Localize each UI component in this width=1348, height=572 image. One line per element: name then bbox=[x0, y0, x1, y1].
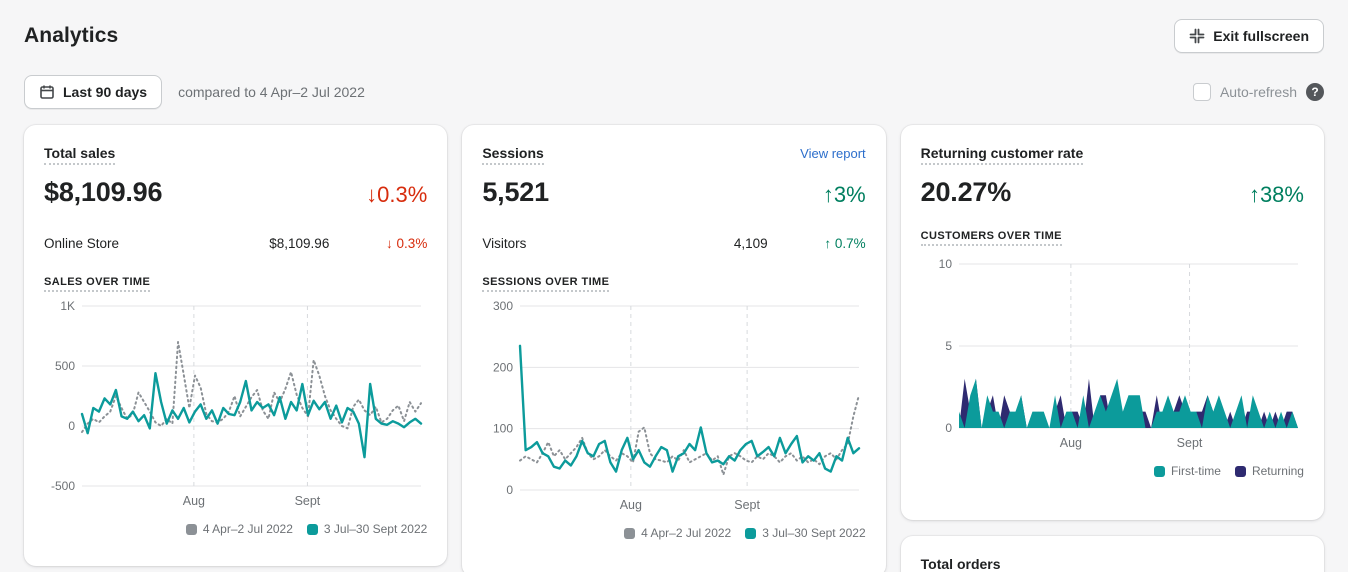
legend-swatch bbox=[745, 527, 757, 539]
channel-value: $8,109.96 bbox=[269, 236, 330, 251]
sessions-value: 5,521 bbox=[482, 177, 549, 207]
exit-fullscreen-label: Exit fullscreen bbox=[1213, 28, 1309, 44]
sales-over-time-chart: 1K 500 0 -500 Aug Sept bbox=[44, 298, 427, 510]
legend-swatch bbox=[185, 523, 197, 535]
arrow-up-icon: ↑ bbox=[1248, 182, 1260, 207]
sessions-title[interactable]: Sessions bbox=[482, 145, 544, 165]
legend-item: 4 Apr–2 Jul 2022 bbox=[185, 522, 293, 536]
channel-change: ↓ 0.3% bbox=[386, 236, 428, 251]
sales-chart-legend: 4 Apr–2 Jul 2022 3 Jul–30 Sept 2022 bbox=[44, 522, 427, 536]
metric-cards-row: Total sales $8,109.96 ↓0.3% Online Store… bbox=[0, 109, 1348, 572]
calendar-icon bbox=[39, 84, 55, 100]
total-sales-card: Total sales $8,109.96 ↓0.3% Online Store… bbox=[24, 125, 448, 566]
returning-customer-rate-card: Returning customer rate 20.27% ↑38% CUST… bbox=[900, 125, 1324, 520]
legend-swatch bbox=[306, 523, 318, 535]
svg-text:0: 0 bbox=[68, 419, 75, 433]
legend-swatch bbox=[1153, 465, 1165, 477]
customers-chart-legend: First-time Returning bbox=[921, 464, 1304, 478]
svg-text:1K: 1K bbox=[60, 299, 75, 313]
svg-text:Aug: Aug bbox=[183, 494, 205, 508]
svg-text:Aug: Aug bbox=[620, 498, 642, 512]
legend-swatch bbox=[1234, 465, 1246, 477]
total-orders-card: Total orders bbox=[900, 536, 1324, 572]
svg-text:Sept: Sept bbox=[735, 498, 761, 512]
help-icon[interactable]: ? bbox=[1306, 83, 1324, 101]
visitors-change: ↑ 0.7% bbox=[824, 236, 866, 251]
date-range-button[interactable]: Last 90 days bbox=[24, 75, 163, 109]
svg-text:Aug: Aug bbox=[1059, 436, 1081, 450]
date-range-label: Last 90 days bbox=[63, 84, 148, 100]
total-sales-value: $8,109.96 bbox=[44, 177, 163, 207]
visitors-value: 4,109 bbox=[733, 236, 768, 251]
total-orders-title[interactable]: Total orders bbox=[921, 556, 1001, 572]
svg-text:Sept: Sept bbox=[295, 494, 321, 508]
sessions-card: Sessions View report 5,521 ↑3% Visitors … bbox=[462, 125, 886, 572]
svg-text:-500: -500 bbox=[51, 479, 75, 493]
svg-text:0: 0 bbox=[945, 421, 952, 435]
exit-fullscreen-button[interactable]: Exit fullscreen bbox=[1174, 19, 1324, 53]
view-report-link[interactable]: View report bbox=[800, 146, 866, 161]
auto-refresh-label: Auto-refresh bbox=[1219, 84, 1297, 100]
sales-over-time-title[interactable]: SALES OVER TIME bbox=[44, 276, 151, 292]
arrow-down-icon: ↓ bbox=[386, 236, 393, 251]
auto-refresh-checkbox[interactable] bbox=[1192, 83, 1211, 101]
legend-item: Returning bbox=[1234, 464, 1304, 478]
sessions-chart-legend: 4 Apr–2 Jul 2022 3 Jul–30 Sept 2022 bbox=[482, 526, 866, 540]
returning-customer-rate-change: ↑38% bbox=[1248, 182, 1304, 207]
svg-text:0: 0 bbox=[507, 483, 514, 497]
page-header: Analytics Exit fullscreen bbox=[0, 0, 1348, 53]
customers-over-time-title[interactable]: CUSTOMERS OVER TIME bbox=[920, 230, 1062, 246]
page-title: Analytics bbox=[24, 24, 119, 47]
svg-text:100: 100 bbox=[493, 422, 513, 436]
arrow-down-icon: ↓ bbox=[366, 182, 378, 207]
compare-period-text: compared to 4 Apr–2 Jul 2022 bbox=[178, 84, 365, 100]
returning-customer-rate-value: 20.27% bbox=[920, 177, 1012, 207]
legend-item: 4 Apr–2 Jul 2022 bbox=[624, 526, 731, 540]
total-sales-title[interactable]: Total sales bbox=[44, 145, 116, 165]
channel-label: Online Store bbox=[44, 236, 120, 251]
svg-text:300: 300 bbox=[493, 299, 513, 313]
exit-fullscreen-icon bbox=[1189, 28, 1205, 44]
legend-item: First-time bbox=[1153, 464, 1221, 478]
svg-text:5: 5 bbox=[945, 339, 952, 353]
returning-customer-rate-title[interactable]: Returning customer rate bbox=[920, 145, 1084, 165]
legend-item: 3 Jul–30 Sept 2022 bbox=[745, 526, 866, 540]
total-sales-breakdown-row: Online Store $8,109.96 ↓ 0.3% bbox=[44, 236, 427, 251]
customers-over-time-chart: 10 5 0 Aug Sept bbox=[921, 256, 1304, 452]
sessions-over-time-title[interactable]: SESSIONS OVER TIME bbox=[482, 276, 610, 292]
svg-text:500: 500 bbox=[55, 359, 75, 373]
arrow-up-icon: ↑ bbox=[824, 236, 832, 251]
legend-item: 3 Jul–30 Sept 2022 bbox=[306, 522, 427, 536]
legend-swatch bbox=[624, 527, 636, 539]
svg-text:200: 200 bbox=[493, 360, 513, 374]
total-sales-change: ↓0.3% bbox=[366, 182, 428, 207]
toolbar: Last 90 days compared to 4 Apr–2 Jul 202… bbox=[0, 53, 1348, 109]
svg-text:Sept: Sept bbox=[1176, 436, 1202, 450]
sessions-over-time-chart: 300 200 100 0 Aug Sept bbox=[482, 298, 865, 514]
sessions-breakdown-row: Visitors 4,109 ↑ 0.7% bbox=[482, 236, 865, 251]
sessions-change: ↑3% bbox=[822, 182, 866, 207]
visitors-label: Visitors bbox=[482, 236, 527, 251]
arrow-up-icon: ↑ bbox=[822, 182, 834, 207]
svg-text:10: 10 bbox=[938, 257, 952, 271]
